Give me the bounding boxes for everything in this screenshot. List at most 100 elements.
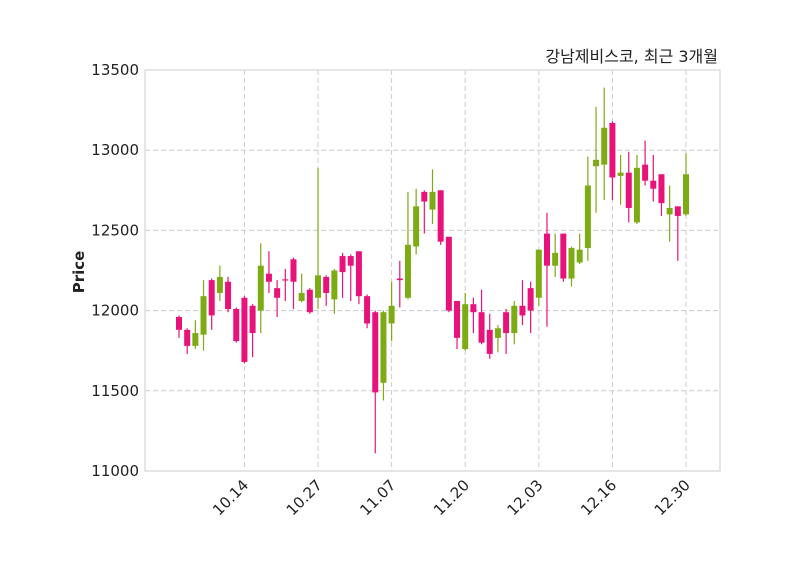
candle-body — [494, 328, 501, 338]
candle-body — [233, 308, 240, 342]
candle-up — [494, 325, 501, 353]
candle-body — [633, 167, 640, 223]
x-tick-label: 11.20 — [430, 476, 473, 519]
y-tick-label: 13500 — [91, 61, 139, 79]
candle-up — [429, 169, 436, 224]
candle-down — [396, 260, 403, 308]
candle-up — [380, 310, 387, 401]
candle-body — [511, 305, 518, 334]
candle-body — [593, 159, 600, 167]
candle-body — [421, 191, 428, 202]
candle-body — [437, 190, 444, 242]
candle-up — [683, 153, 689, 216]
candle-body — [503, 312, 510, 334]
candle-down — [225, 276, 232, 313]
candle-body — [396, 278, 403, 281]
y-tick-label: 11000 — [91, 462, 139, 480]
candle-down — [364, 294, 371, 329]
candle-up — [511, 300, 518, 345]
candle-body — [372, 312, 379, 393]
y-tick-label: 11500 — [91, 382, 139, 400]
candle-up — [200, 280, 207, 351]
candle-body — [290, 259, 297, 282]
candle-down — [642, 140, 649, 186]
candle-up — [298, 273, 305, 303]
candle-up — [404, 191, 411, 300]
candle-down — [241, 296, 248, 364]
candle-up — [666, 185, 673, 242]
candle-down — [282, 268, 289, 301]
candle-up — [315, 167, 322, 309]
candle-body — [241, 297, 248, 362]
x-tick-label: 12.16 — [577, 476, 620, 519]
grid — [145, 69, 720, 472]
candle-down — [421, 190, 428, 234]
candle-down — [658, 174, 665, 216]
candle-up — [413, 188, 420, 255]
candle-up — [388, 281, 395, 342]
candle-up — [462, 292, 469, 351]
candle-down — [274, 280, 281, 318]
candle-up — [601, 87, 608, 200]
candle-body — [445, 236, 452, 311]
candle-body — [315, 275, 322, 298]
candle-up — [192, 320, 199, 350]
y-tick-label: 13000 — [91, 141, 139, 159]
candle-body — [364, 296, 371, 324]
candle-up — [552, 233, 559, 277]
candle-body — [429, 191, 436, 210]
candle-down — [486, 313, 493, 359]
candle-body — [200, 296, 207, 335]
candle-body — [560, 233, 567, 279]
candle-down — [372, 310, 379, 454]
candle-down — [445, 236, 452, 313]
candle-down — [527, 281, 534, 334]
candle-body — [388, 305, 395, 324]
candle-body — [666, 207, 673, 215]
candle-body — [355, 251, 362, 297]
candle-down — [454, 300, 461, 350]
candle-body — [552, 252, 559, 266]
candle-body — [650, 180, 657, 189]
candle-up — [331, 268, 338, 314]
candle-down — [543, 212, 550, 327]
candle-body — [298, 292, 305, 301]
candle-down — [347, 254, 354, 301]
candle-body — [331, 270, 338, 300]
candle-body — [674, 206, 681, 216]
candle-body — [380, 312, 387, 383]
candle-body — [658, 174, 665, 204]
candle-down — [625, 151, 632, 223]
candle-body — [625, 172, 632, 208]
x-ticks: 10.14 10.27 11.07 11.20 12.03 12.16 12.30 — [209, 476, 694, 519]
candle-down — [478, 289, 485, 345]
candle-down — [306, 288, 313, 314]
candle-body — [519, 305, 526, 316]
candle-body — [339, 256, 346, 273]
candle-up — [617, 155, 624, 205]
candle-down — [208, 278, 215, 330]
candle-body — [568, 248, 575, 279]
candle-down — [519, 280, 526, 326]
candle-down — [323, 275, 330, 306]
candle-up — [568, 246, 575, 287]
x-tick-label: 10.14 — [209, 476, 252, 519]
x-tick-label: 10.27 — [283, 476, 326, 519]
candle-down — [290, 257, 297, 309]
candle-body — [527, 288, 534, 311]
candle-body — [404, 244, 411, 298]
candle-body — [609, 122, 616, 178]
candle-body — [208, 280, 215, 316]
candle-body — [576, 249, 583, 263]
candle-down — [674, 206, 681, 261]
candle-up — [216, 265, 223, 301]
candle-body — [265, 273, 272, 282]
candle-body — [543, 233, 550, 266]
candle-down — [650, 155, 657, 202]
candle-body — [478, 312, 485, 343]
candle-body — [535, 249, 542, 298]
candle-body — [274, 288, 281, 298]
candle-body — [176, 317, 182, 330]
candle-down — [470, 297, 477, 334]
